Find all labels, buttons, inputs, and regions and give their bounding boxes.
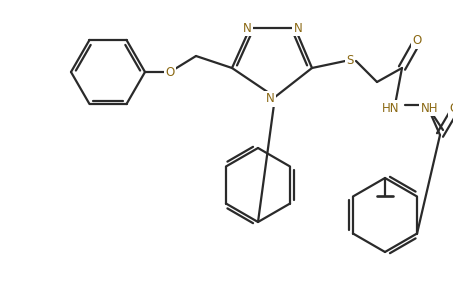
Text: N: N: [243, 21, 251, 34]
Text: NH: NH: [421, 102, 439, 114]
Text: S: S: [346, 53, 354, 66]
Text: N: N: [294, 21, 302, 34]
Text: O: O: [449, 102, 453, 116]
Text: HN: HN: [382, 102, 400, 114]
Text: O: O: [165, 66, 174, 78]
Text: N: N: [265, 92, 275, 106]
Text: O: O: [412, 34, 422, 48]
